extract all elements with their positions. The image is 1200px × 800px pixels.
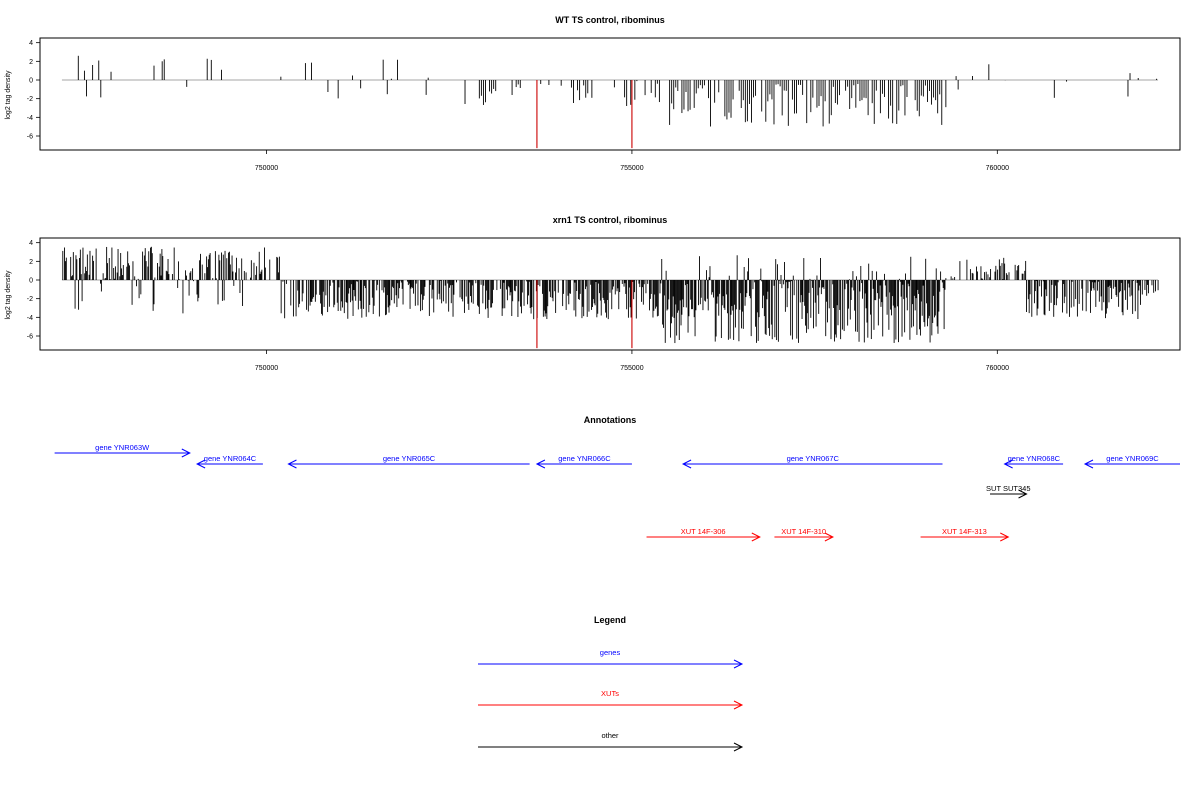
panel-title: xrn1 TS control, ribominus [553, 215, 668, 225]
legend-label: genes [600, 648, 621, 657]
density-bars [62, 246, 1159, 344]
arrow-head [1083, 459, 1094, 469]
panel-xrn1: xrn1 TS control, ribominus log2 tag dens… [5, 215, 1181, 372]
legend-entry: genes [478, 648, 744, 669]
arrow-head [195, 459, 206, 469]
annotation-label: gene YNR063W [95, 443, 150, 452]
x-tick-label: 760000 [986, 165, 1009, 172]
y-tick-label: -2 [27, 296, 33, 303]
x-tick-label: 755000 [620, 165, 643, 172]
arrow-head [733, 742, 744, 752]
y-tick-label: -4 [27, 115, 33, 122]
annotation-arrow: gene YNR065C [287, 454, 530, 469]
arrow-head [1003, 459, 1013, 469]
annotations-track: Annotations gene YNR063W gene YNR064C gene… [54, 415, 1180, 542]
annotation-arrow: XUT 14F-313 [920, 527, 1010, 542]
y-axis-label: log2 tag density [5, 70, 12, 120]
annotation-label: gene YNR069C [1106, 454, 1159, 463]
arrow-head [287, 459, 297, 469]
arrow-head [535, 459, 546, 469]
annotations-title: Annotations [584, 415, 637, 425]
arrow-head [181, 448, 191, 458]
annotation-arrow: gene YNR068C [1003, 454, 1064, 469]
plot-frame [39, 37, 1181, 151]
legend-entry: XUTs [478, 689, 744, 710]
y-tick-label: -2 [27, 96, 33, 103]
legend-label: other [601, 731, 619, 740]
annotation-arrow: gene YNR063W [54, 443, 191, 458]
x-tick-label: 755000 [620, 365, 643, 372]
y-tick-label: -6 [27, 334, 33, 341]
annotation-arrow: gene YNR064C [195, 454, 263, 469]
annotation-label: SUT SUT345 [986, 484, 1030, 493]
arrow-head [1000, 532, 1010, 542]
legend-title: Legend [594, 615, 626, 625]
annotation-label: XUT 14F-306 [681, 527, 726, 536]
annotation-label: gene YNR068C [1008, 454, 1061, 463]
annotation-arrow: XUT 14F-310 [774, 527, 835, 542]
panel-wt: WT TS control, ribominus log2 tag densit… [5, 15, 1181, 172]
x-tick-label: 750000 [255, 365, 278, 372]
y-tick-label: 4 [29, 240, 33, 247]
annotation-label: gene YNR067C [787, 454, 840, 463]
annotation-label: gene YNR064C [204, 454, 257, 463]
y-axis-label: log2 tag density [5, 270, 12, 320]
annotation-arrow: gene YNR069C [1083, 454, 1180, 469]
annotation-label: gene YNR066C [558, 454, 611, 463]
y-tick-label: -6 [27, 134, 33, 141]
legend-entry: other [478, 731, 744, 752]
annotation-label: XUT 14F-313 [942, 527, 987, 536]
annotation-arrow: gene YNR066C [535, 454, 632, 469]
annotation-label: XUT 14F-310 [781, 527, 826, 536]
y-tick-label: -4 [27, 315, 33, 322]
annotation-arrow: SUT SUT345 [986, 484, 1031, 499]
annotation-arrow: gene YNR067C [681, 454, 943, 469]
legend-label: XUTs [601, 689, 619, 698]
panel-title: WT TS control, ribominus [555, 15, 665, 25]
annotation-arrow: XUT 14F-306 [646, 527, 761, 542]
y-tick-label: 2 [29, 259, 33, 266]
y-tick-label: 2 [29, 59, 33, 66]
arrow-head [681, 459, 692, 469]
y-tick-label: 4 [29, 40, 33, 47]
legend: Legend genes XUTs other [478, 615, 744, 752]
arrow-head [733, 659, 744, 669]
x-tick-label: 750000 [255, 165, 278, 172]
arrow-head [733, 700, 744, 710]
plot-frame [39, 237, 1181, 351]
annotation-label: gene YNR065C [383, 454, 436, 463]
y-tick-label: 0 [29, 78, 33, 85]
x-tick-label: 760000 [986, 365, 1009, 372]
arrow-head [824, 532, 835, 542]
y-tick-label: 0 [29, 278, 33, 285]
density-bars [77, 55, 1158, 127]
arrow-head [1018, 489, 1028, 499]
arrow-head [751, 532, 761, 542]
